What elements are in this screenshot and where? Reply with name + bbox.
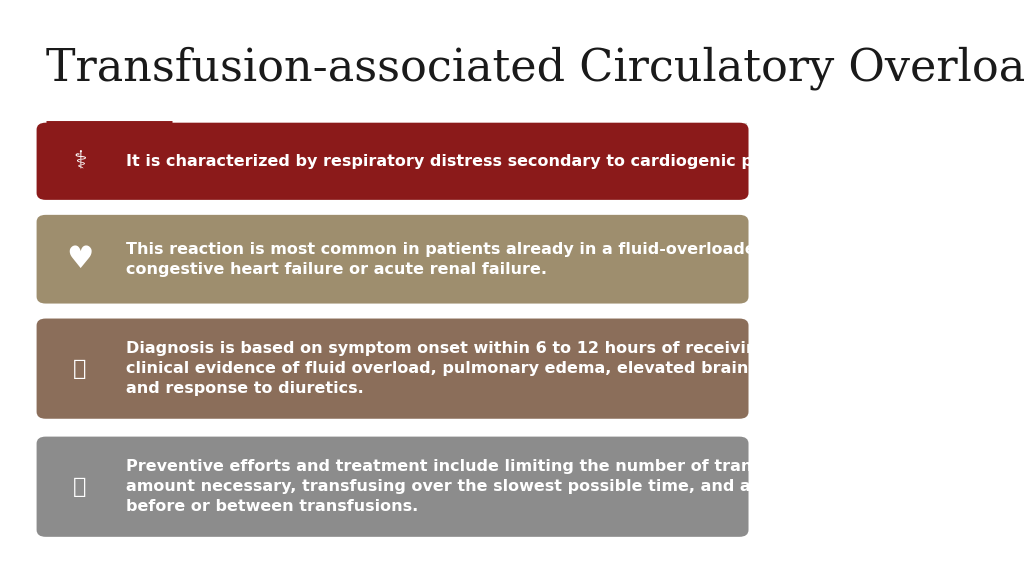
FancyBboxPatch shape: [37, 215, 749, 304]
Text: This reaction is most common in patients already in a fluid-overloaded state, su: This reaction is most common in patients…: [126, 242, 899, 276]
FancyBboxPatch shape: [37, 437, 749, 537]
Text: ⚕: ⚕: [74, 149, 87, 173]
Text: 💉: 💉: [74, 359, 87, 378]
Text: ♥: ♥: [67, 245, 94, 274]
Text: It is characterized by respiratory distress secondary to cardiogenic pulmonary e: It is characterized by respiratory distr…: [126, 154, 910, 169]
Text: 🫘: 🫘: [74, 477, 87, 497]
Text: Diagnosis is based on symptom onset within 6 to 12 hours of receiving a transfus: Diagnosis is based on symptom onset with…: [126, 342, 932, 396]
FancyBboxPatch shape: [37, 319, 749, 419]
FancyBboxPatch shape: [37, 123, 749, 200]
Text: Preventive efforts and treatment include limiting the number of transfusions to : Preventive efforts and treatment include…: [126, 460, 952, 514]
Text: Transfusion-associated Circulatory Overload: Transfusion-associated Circulatory Overl…: [46, 46, 1024, 90]
